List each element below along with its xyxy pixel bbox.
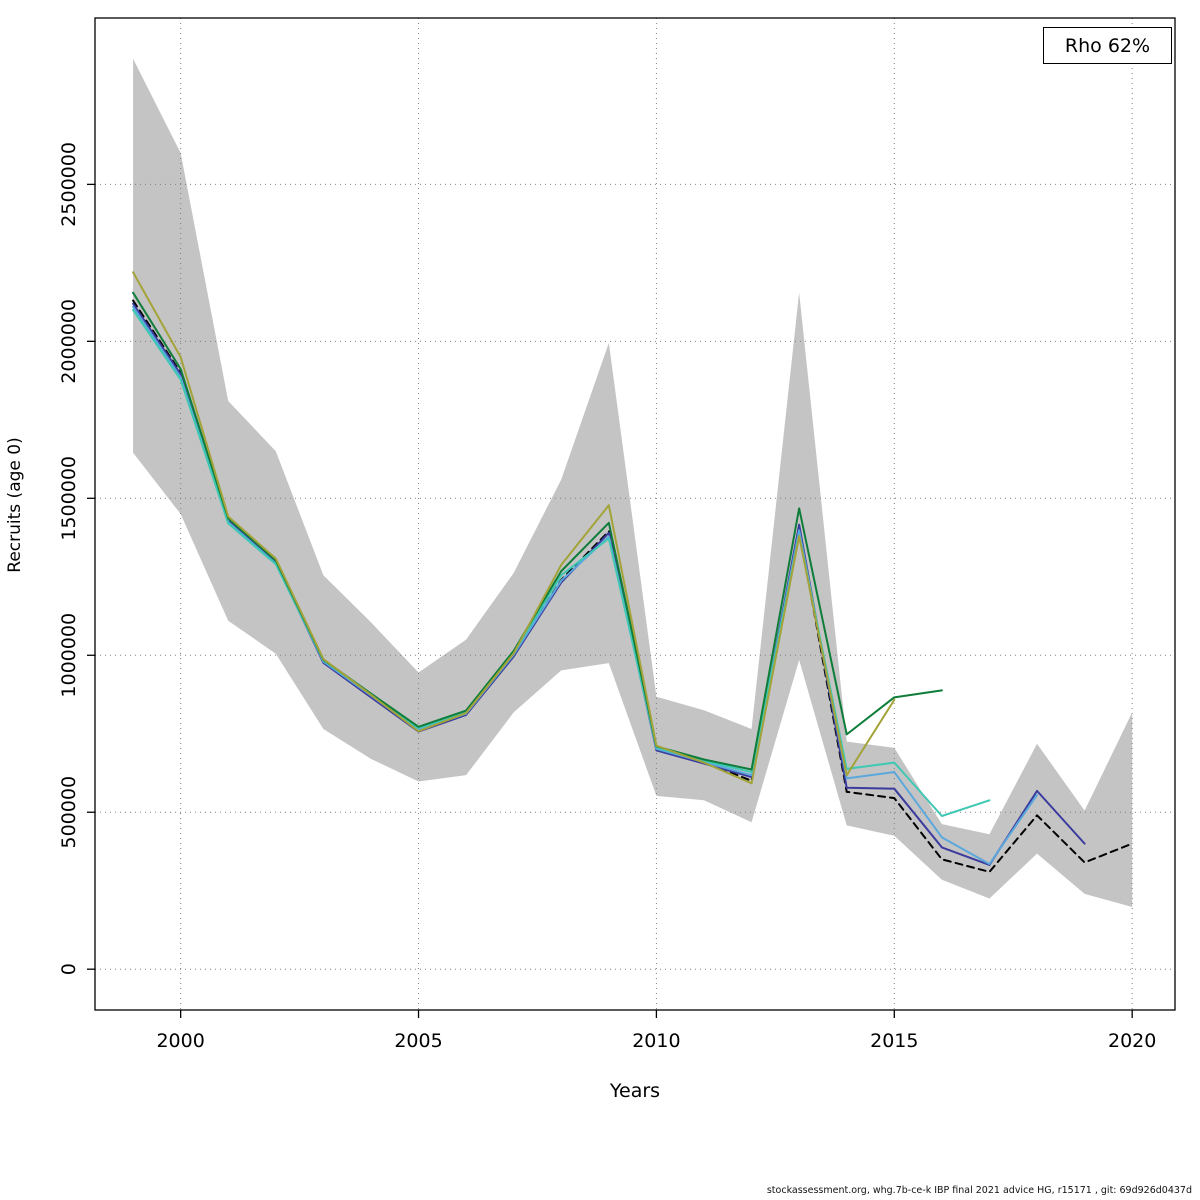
- plot-border: [94, 17, 1176, 1011]
- y-tick-label: 0: [58, 963, 80, 975]
- y-tick-label: 2000000: [58, 299, 80, 384]
- series-retro-peel-2015: [132, 271, 896, 785]
- y-tick-label: 2500000: [58, 142, 80, 227]
- x-tick-label: 2005: [394, 1030, 442, 1052]
- y-tick-label: 1500000: [58, 456, 80, 541]
- x-tick-label: 2020: [1108, 1030, 1156, 1052]
- y-axis-label: Recruits (age 0): [5, 437, 25, 573]
- x-tick-label: 2000: [156, 1030, 204, 1052]
- footer-caption: stockassessment.org, whg.7b-ce-k IBP fin…: [766, 1185, 1192, 1196]
- y-tick-label: 1000000: [58, 613, 80, 698]
- x-tick-label: 2010: [632, 1030, 680, 1052]
- confidence-band: [133, 58, 1133, 908]
- rho-value-label: Rho 62%: [1064, 34, 1151, 57]
- series-retro-peel-2017: [132, 308, 991, 817]
- x-tick-label: 2015: [870, 1030, 918, 1052]
- y-tick-label: 500000: [58, 776, 80, 849]
- x-axis-label: Years: [609, 1080, 661, 1102]
- rho-legend-box: Rho 62%: [1043, 27, 1172, 64]
